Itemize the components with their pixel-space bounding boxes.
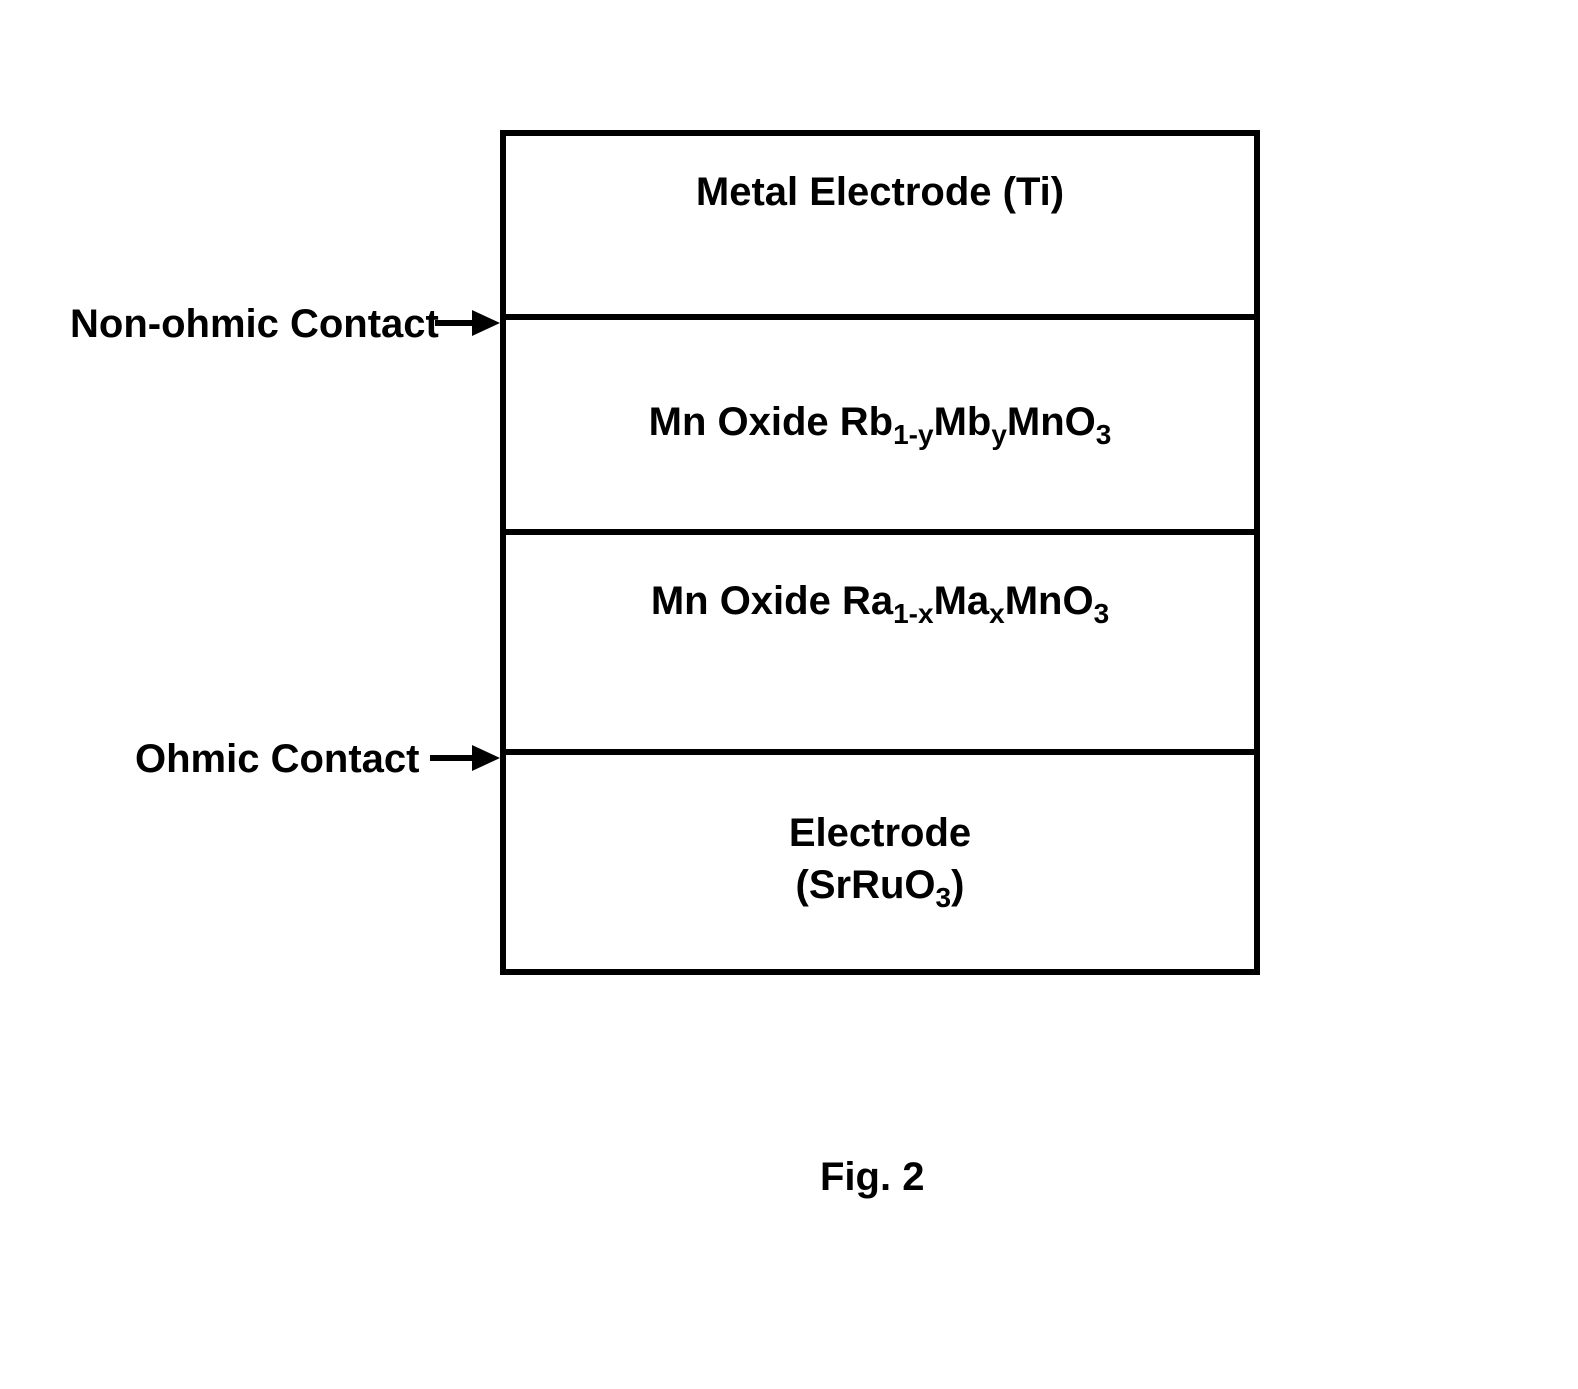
- layer-0: Metal Electrode (Ti): [500, 130, 1260, 320]
- annotation-arrow-head-1: [472, 745, 500, 771]
- figure-caption: Fig. 2: [820, 1155, 924, 1200]
- layer-2: Mn Oxide Ra1-xMaxMnO3: [500, 535, 1260, 755]
- layer-3: Electrode(SrRuO3): [500, 755, 1260, 975]
- annotation-arrow-head-0: [472, 310, 500, 336]
- layer-stack: Metal Electrode (Ti) Mn Oxide Rb1-yMbyMnO…: [500, 130, 1260, 975]
- layer-1: Mn Oxide Rb1-yMbyMnO3: [500, 320, 1260, 535]
- layer-text-1: Mn Oxide Rb1-yMbyMnO3: [649, 396, 1112, 453]
- layer-text-2: Mn Oxide Ra1-xMaxMnO3: [651, 575, 1109, 632]
- layer-text-0: Metal Electrode (Ti): [696, 166, 1064, 218]
- annotation-label-1: Ohmic Contact: [135, 737, 419, 782]
- annotation-label-0: Non-ohmic Contact: [70, 302, 439, 347]
- layer-text-3: Electrode(SrRuO3): [789, 807, 971, 916]
